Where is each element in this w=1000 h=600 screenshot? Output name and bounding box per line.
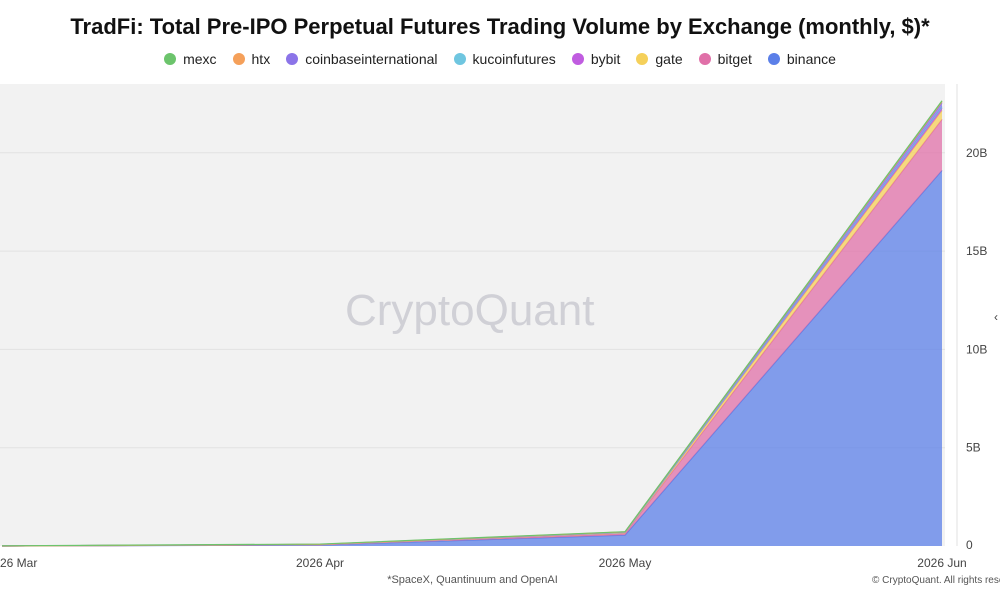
legend-item-gate[interactable]: gate	[636, 51, 683, 67]
chart-title: TradFi: Total Pre-IPO Perpetual Futures …	[70, 14, 930, 39]
x-tick-label: 2026 Apr	[296, 556, 344, 570]
legend-swatch	[767, 53, 780, 65]
legend-item-binance[interactable]: binance	[767, 51, 836, 67]
y-tick-label: 20B	[966, 146, 987, 160]
legend-swatch	[164, 53, 177, 65]
area-bitget[interactable]	[2, 119, 942, 546]
legend-item-coinbaseinternational[interactable]: coinbaseinternational	[286, 51, 438, 67]
x-tick-label: 2026 May	[599, 556, 652, 570]
y-axis: 0 5B 10B 15B 20B	[966, 146, 987, 552]
y-tick-label: 5B	[966, 441, 981, 455]
legend-item-kucoinfutures[interactable]: kucoinfutures	[453, 51, 556, 67]
legend-label: mexc	[183, 51, 217, 67]
legend-label: kucoinfutures	[472, 51, 556, 67]
legend-label: coinbaseinternational	[305, 51, 438, 67]
footnote: *SpaceX, Quantinuum and OpenAI	[387, 574, 558, 586]
area-binance[interactable]	[2, 170, 942, 546]
legend-item-bybit[interactable]: bybit	[571, 51, 621, 67]
x-axis: 26 Mar 2026 Apr 2026 May 2026 Jun	[0, 556, 967, 570]
y-tick-label: 15B	[966, 244, 987, 258]
legend-swatch	[571, 53, 584, 65]
area-series	[1, 100, 943, 547]
legend-swatch	[286, 53, 299, 65]
legend-label: gate	[655, 51, 683, 67]
legend-swatch	[636, 53, 649, 65]
legend-item-bitget[interactable]: bitget	[698, 51, 752, 67]
legend-label: binance	[786, 51, 836, 67]
edge-glyph[interactable]: ‹	[994, 310, 998, 324]
y-tick-label: 0	[966, 538, 973, 552]
legend-swatch	[232, 53, 245, 65]
line-mexc	[1, 100, 943, 547]
copyright: © CryptoQuant. All rights reserve	[872, 575, 1000, 586]
x-tick-label: 2026 Jun	[917, 556, 966, 570]
legend: mexc htx coinbaseinternational kucoinfuture…	[0, 51, 1000, 67]
legend-label: bybit	[590, 51, 621, 67]
legend-label: bitget	[717, 51, 752, 67]
legend-swatch	[453, 53, 466, 65]
y-tick-label: 10B	[966, 342, 987, 356]
legend-label: htx	[251, 51, 271, 67]
legend-item-mexc[interactable]: mexc	[164, 51, 217, 67]
legend-swatch	[698, 53, 711, 65]
x-tick-label: 26 Mar	[0, 556, 37, 570]
legend-item-htx[interactable]: htx	[232, 51, 271, 67]
